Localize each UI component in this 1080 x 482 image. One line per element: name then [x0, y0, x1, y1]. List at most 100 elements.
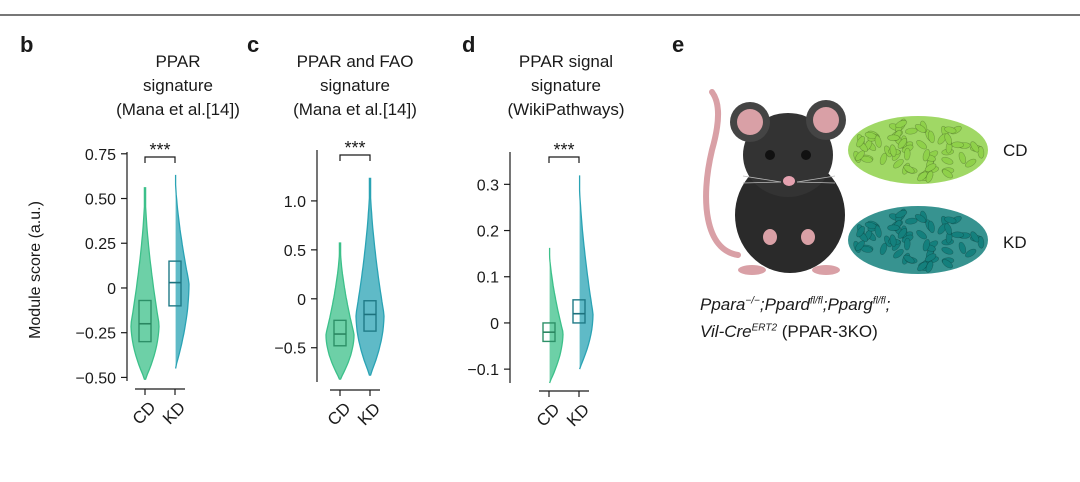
box-kd [572, 299, 586, 324]
kd-diet-pile-pellet [951, 231, 964, 239]
x-tick-label-cd: CD [129, 398, 160, 429]
y-tick-label: 0.1 [477, 270, 499, 287]
cd-diet-pile-pellet [927, 130, 935, 144]
cd-diet-pile-pellet [944, 133, 953, 146]
chart-title-line: signature [143, 76, 213, 95]
panel-label-e: e [672, 32, 685, 57]
violin-kd [355, 177, 385, 376]
y-tick-label: 0.5 [284, 243, 306, 260]
cd-diet-pile-pellet [914, 124, 927, 133]
cd-diet-pile-pellet [951, 141, 964, 149]
cd-diet-pile-pellet [917, 171, 928, 182]
cd-diet-pile-pellet [925, 170, 934, 183]
kd-diet-pile-pellet [917, 261, 928, 272]
significance-bracket [144, 156, 176, 163]
kd-diet-pile-pellet [977, 236, 985, 249]
cd-diet-pile-pellet [856, 136, 865, 148]
kd-diet-pile-pellet [942, 259, 953, 269]
mouse-foot-right [812, 265, 840, 275]
allele-pparg: fl/fl [872, 295, 886, 307]
y-tick-label: 0.3 [477, 177, 499, 194]
y-tick-label: 0 [107, 281, 116, 298]
mouse-eye-right [801, 150, 811, 160]
gene-ppara: Ppara [700, 295, 746, 314]
cd-diet-pile-pellet [903, 164, 915, 174]
x-tick-label-kd: KD [563, 400, 593, 430]
cd-diet-pile-pellet [889, 144, 897, 157]
kd-diet-pile-pellet [903, 254, 915, 264]
chart-title-line: PPAR and FAO [297, 52, 414, 71]
allele-ppard: fl/fl [809, 295, 823, 307]
kd-diet-pile-pellet [944, 223, 953, 236]
significance-bracket [548, 156, 580, 163]
violin-kd [578, 175, 594, 370]
violin-cd [130, 187, 160, 380]
mouse-paw-left [763, 229, 777, 245]
x-tick-label-kd: KD [159, 398, 189, 428]
kd-diet-pile-pellet [874, 225, 882, 238]
x-tick-label-kd: KD [354, 399, 384, 429]
cd-diet-pile-pellet [941, 156, 954, 165]
y-tick-label: 0.75 [85, 147, 116, 164]
kd-diet-pile-pellet [914, 214, 927, 223]
panel-label-b: b [20, 32, 34, 57]
kd-diet-pile-pellet [897, 228, 908, 239]
cd-diet-pile-pellet [970, 141, 980, 153]
diet-label-cd: CD [1003, 141, 1028, 160]
y-tick-label: 1.0 [284, 194, 306, 211]
cd-diet-pile-pellet [897, 138, 908, 149]
kd-diet-pile-pellet [965, 248, 977, 258]
mouse-ear-left-inner [737, 109, 763, 135]
mouse-whisker [796, 181, 836, 184]
cd-diet-pile-pellet [855, 150, 865, 161]
mouse-eye-left [765, 150, 775, 160]
cd-diet-pile-pellet [922, 149, 930, 162]
cd-diet-pile-pellet [887, 134, 900, 142]
top-rule [0, 14, 1080, 16]
y-tick-label: 0.25 [85, 236, 116, 253]
allele-ert2: ERT2 [751, 322, 778, 334]
cd-diet-pile-pellet [905, 127, 918, 135]
kd-diet-pile-pellet [855, 240, 865, 251]
cd-diet-pile-pellet [874, 135, 882, 148]
kd-diet-pile-pellet [903, 237, 911, 251]
gene-vil-cre: Vil-Cre [700, 322, 752, 341]
box-cd [333, 319, 347, 347]
y-tick-label: −0.5 [274, 341, 306, 358]
kd-diet-pile-pellet [958, 241, 967, 254]
chart-title-line: (WikiPathways) [507, 100, 624, 119]
chart-title-line: PPAR [155, 52, 200, 71]
kd-diet-pile-pellet [922, 239, 930, 252]
box-kd [168, 260, 182, 307]
kd-diet-pile-pellet [879, 242, 888, 255]
chart-title-line: (Mana et al.[14]) [116, 100, 240, 119]
mouse-illustration [703, 89, 846, 275]
mouse-paw-right [801, 229, 815, 245]
significance-bracket [339, 154, 371, 161]
chart-title-line: signature [531, 76, 601, 95]
x-tick-label-cd: CD [533, 400, 564, 431]
kd-diet-pile-pellet [856, 226, 865, 238]
kd-diet-pile-pellet [895, 209, 908, 219]
chart-title-line: signature [320, 76, 390, 95]
genotype-line-2: Vil-CreERT2 (PPAR-3KO) [700, 320, 878, 344]
y-axis-label: Module score (a.u.) [27, 201, 44, 339]
y-tick-label: −0.1 [467, 362, 499, 379]
violin-cd [548, 247, 564, 384]
cd-diet-pile-pellet [977, 146, 985, 159]
kd-diet-pile-pellet [887, 224, 900, 232]
mouse-whisker [742, 175, 782, 183]
strain-name: (PPAR-3KO) [777, 322, 878, 341]
significance-stars: *** [344, 138, 365, 158]
panel-label-c: c [247, 32, 260, 57]
y-tick-label: 0 [490, 316, 499, 333]
cd-diet-pile-pellet [965, 158, 977, 168]
cd-diet-pile-pellet [879, 152, 888, 165]
kd-diet-pile-pellet [889, 234, 897, 247]
significance-stars: *** [553, 140, 574, 160]
cd-diet-pile-pellet [958, 151, 967, 164]
box-kd [363, 300, 377, 332]
cd-diet-pile-pellet [903, 147, 911, 161]
cd-diet-pile-pellet [924, 163, 937, 172]
